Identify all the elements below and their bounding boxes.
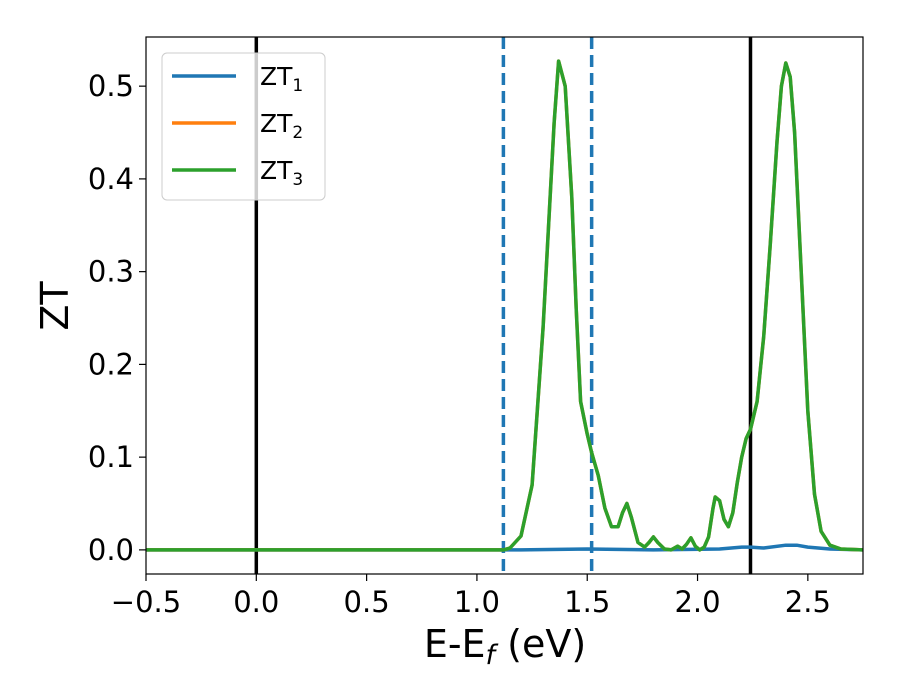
legend-label-subscript: 2 [292, 123, 303, 143]
series-line-2 [146, 59, 863, 552]
legend-label: ZT1 [260, 62, 303, 96]
series-lines [146, 59, 863, 552]
x-tick-label: 1.0 [454, 585, 500, 619]
y-tick-label: 0.5 [88, 69, 134, 103]
x-tick-label: 1.5 [564, 585, 610, 619]
legend-label-subscript: 1 [292, 76, 303, 96]
y-tick-label: 0.4 [88, 162, 134, 196]
legend-box [161, 52, 326, 201]
y-axis-label: ZT [33, 281, 77, 331]
y-axis-ticks: 0.0 0.1 0.2 0.3 0.4 0.5 [88, 69, 146, 567]
x-tick-label: 0.0 [233, 585, 279, 619]
y-tick-label: 0.2 [88, 347, 134, 381]
y-tick-label: 0.0 [88, 533, 134, 567]
x-axis-ticks: −0.5 0.0 0.5 1.0 1.5 2.0 2.5 [111, 574, 831, 619]
plot-frame [145, 36, 864, 575]
y-tick-label: 0.3 [88, 255, 134, 289]
x-tick-label: 2.5 [785, 585, 831, 619]
x-tick-label: 2.0 [674, 585, 720, 619]
legend-label-subscript: 3 [292, 170, 303, 190]
y-tick-label: 0.1 [88, 440, 134, 474]
legend-label-main: ZT [260, 109, 293, 138]
series-line-0 [146, 543, 863, 552]
x-axis-label-unit: (eV) [495, 622, 586, 666]
legend-label-main: ZT [260, 156, 293, 185]
x-axis-label-main: E-E [424, 622, 486, 666]
legend-label: ZT2 [260, 109, 303, 143]
legend-label: ZT3 [260, 156, 303, 190]
x-axis-label: E-Ef (eV) [424, 622, 586, 671]
legend-label-main: ZT [260, 62, 293, 91]
x-tick-label: 0.5 [344, 585, 390, 619]
x-tick-label: −0.5 [111, 585, 181, 619]
